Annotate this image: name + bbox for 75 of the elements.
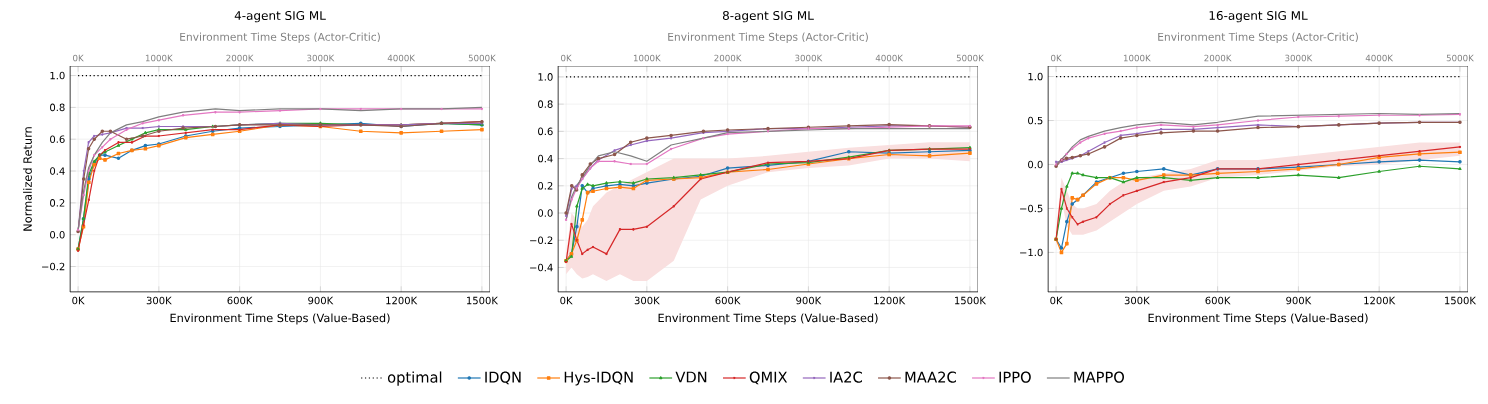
x-tick-label: 1500K (955, 296, 987, 305)
legend-label: MAPPO (1074, 371, 1124, 383)
y-tick-label: −0.2 (530, 236, 553, 245)
x-tick-label: 0K (72, 296, 85, 305)
x-tick-label: 300K (146, 296, 172, 305)
chart-title: 4-agent SIG ML (234, 10, 326, 23)
x2-tick-label: 2000K (714, 54, 742, 62)
x2-axis-title: Environment Time Steps (Actor-Critic) (1158, 32, 1358, 43)
legend-label: IA2C (830, 371, 862, 383)
x2-tick-label: 3000K (1285, 54, 1313, 62)
x2-tick-label: 4000K (1365, 54, 1394, 62)
x2-tick-label: 0K (73, 54, 84, 62)
x-tick-label: 900K (308, 296, 334, 305)
x-tick-label: 0K (560, 296, 573, 305)
x-tick-label: 300K (1124, 296, 1150, 305)
x-tick-label: 1200K (386, 296, 418, 305)
y-tick-label: 0.0 (50, 230, 65, 239)
y-axis-title: Normalized Return (23, 127, 32, 231)
x2-tick-label: 5000K (468, 54, 496, 62)
x2-tick-label: 1000K (633, 54, 661, 62)
legend-label: optimal (387, 371, 442, 386)
legend-label: QMIX (749, 371, 788, 385)
x-tick-label: 300K (634, 296, 660, 305)
x-tick-label: 1200K (874, 296, 906, 305)
x2-tick-label: 1000K (145, 54, 173, 62)
x2-tick-label: 2000K (1204, 54, 1232, 62)
x-axis-title: Environment Time Steps (Value-Based) (658, 313, 878, 325)
legend-label: MAA2C (905, 371, 956, 383)
y-tick-label: −1.0 (1020, 248, 1043, 257)
y-tick-label: 0.6 (538, 127, 553, 136)
y-tick-label: 0.4 (50, 167, 65, 175)
x-tick-label: 1500K (467, 296, 499, 305)
y-tick-label: 1.0 (538, 73, 553, 81)
x2-axis-title: Environment Time Steps (Actor-Critic) (180, 32, 380, 43)
y-tick-label: 1.0 (50, 71, 65, 80)
chart-title: 8-agent SIG ML (722, 10, 814, 23)
x2-tick-label: 5000K (1446, 54, 1474, 62)
y-tick-label: 1.0 (1028, 72, 1043, 81)
y-tick-label: 0.4 (538, 154, 553, 163)
y-tick-label: 0.2 (538, 182, 553, 190)
x2-tick-label: 0K (561, 54, 572, 62)
x-tick-label: 600K (1205, 296, 1231, 305)
x-tick-label: 600K (715, 296, 741, 305)
y-tick-label: 0.6 (50, 135, 65, 143)
y-tick-label: 0.8 (50, 103, 65, 112)
x2-tick-label: 4000K (387, 54, 416, 62)
legend-label: IPPO (999, 371, 1031, 383)
legend-label: IDQN (485, 371, 521, 385)
legend-label: Hys-IDQN (564, 371, 633, 386)
x2-tick-label: 3000K (795, 54, 823, 62)
x2-tick-label: 5000K (956, 54, 984, 62)
y-tick-label: 0.8 (538, 100, 553, 108)
x-axis-title: Environment Time Steps (Value-Based) (1148, 313, 1368, 325)
x2-tick-label: 0K (1051, 54, 1062, 62)
x-tick-label: 900K (1286, 296, 1312, 305)
x2-tick-label: 4000K (875, 54, 904, 62)
x2-tick-label: 1000K (1123, 54, 1151, 62)
x2-tick-label: 2000K (226, 54, 254, 62)
x2-axis-title: Environment Time Steps (Actor-Critic) (668, 32, 868, 43)
y-tick-label: 0.0 (1028, 160, 1043, 169)
x-tick-label: 1200K (1364, 296, 1396, 305)
x-axis-title: Environment Time Steps (Value-Based) (170, 313, 390, 325)
chart-title: 16-agent SIG ML (1209, 10, 1308, 23)
y-tick-label: −0.4 (530, 263, 553, 272)
y-tick-label: 0.0 (538, 209, 553, 217)
x-tick-label: 0K (1050, 296, 1063, 305)
y-tick-label: −0.2 (42, 262, 65, 271)
y-tick-label: −0.5 (1020, 204, 1043, 213)
x-tick-label: 600K (227, 296, 253, 305)
x-tick-label: 900K (796, 296, 822, 305)
y-tick-label: 0.2 (50, 199, 65, 207)
x-tick-label: 1500K (1445, 296, 1477, 305)
legend-label: VDN (675, 371, 707, 383)
x2-tick-label: 3000K (307, 54, 335, 62)
y-tick-label: 0.5 (1028, 116, 1043, 125)
